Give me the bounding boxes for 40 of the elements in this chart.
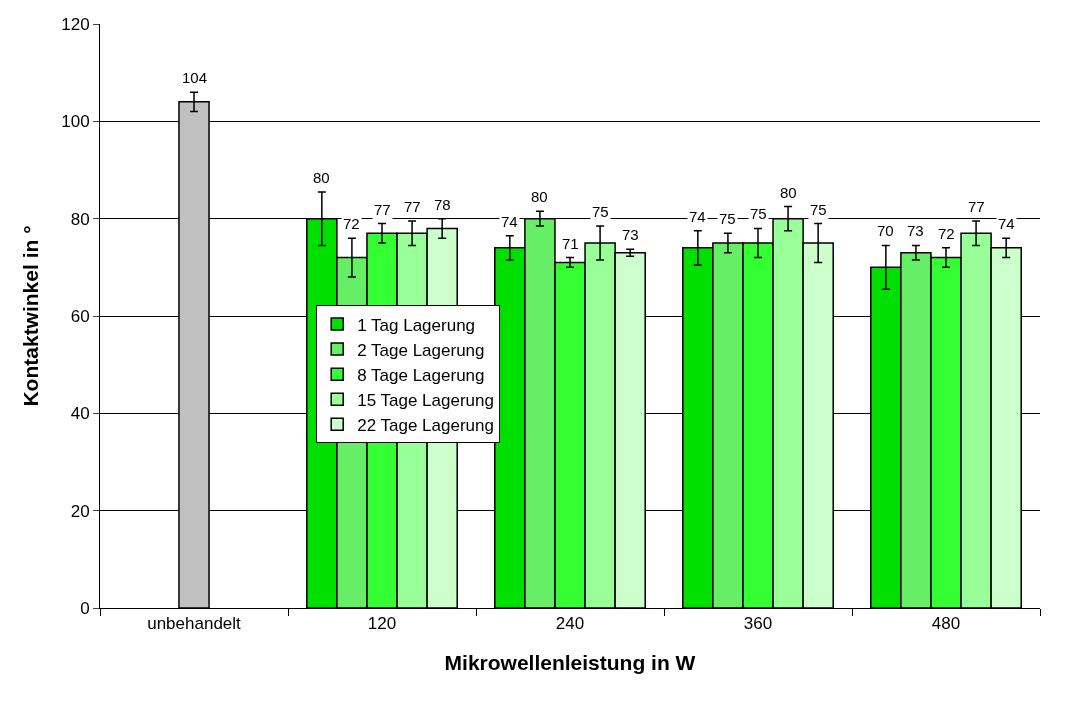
y-tick-label: 80 [70, 209, 90, 229]
legend-label: 22 Tage Lagerung [357, 415, 494, 435]
data-label: 77 [968, 198, 985, 215]
y-axis-title: Kontaktwinkel in ° [19, 225, 43, 407]
x-tick-label: 360 [743, 614, 773, 634]
data-label: 78 [434, 196, 451, 213]
data-label: 75 [810, 201, 827, 218]
y-tick-label: 0 [80, 598, 90, 618]
y-tick-label: 120 [61, 14, 90, 34]
data-label: 80 [780, 184, 797, 201]
data-label: 74 [689, 208, 706, 225]
y-tick-label: 20 [70, 501, 90, 521]
data-label: 77 [404, 198, 421, 215]
data-label: 74 [501, 213, 518, 230]
data-label: 71 [562, 235, 579, 252]
data-label: 73 [622, 226, 639, 243]
data-label: 72 [343, 215, 360, 232]
legend-label: 15 Tage Lagerung [357, 390, 494, 410]
data-label: 80 [313, 169, 330, 186]
data-label: 73 [907, 222, 924, 239]
x-tick-label: 240 [555, 614, 585, 634]
data-label: 80 [531, 188, 548, 205]
data-label: 70 [877, 222, 894, 239]
data-label: 75 [592, 203, 609, 220]
x-tick-label: unbehandelt [147, 614, 242, 634]
data-label: 72 [938, 225, 955, 242]
legend-label: 1 Tag Lagerung [357, 315, 476, 335]
x-tick-label: 480 [931, 614, 961, 634]
data-label: 77 [374, 201, 391, 218]
x-axis-title: Mikrowellenleistung in W [444, 650, 696, 674]
legend-label: 2 Tage Lagerung [357, 340, 485, 360]
y-tick-label: 100 [61, 112, 90, 132]
y-tick-label: 40 [70, 404, 90, 424]
legend-label: 8 Tage Lagerung [357, 365, 485, 385]
data-label: 104 [182, 69, 208, 86]
y-tick-label: 60 [70, 306, 90, 326]
data-label: 75 [719, 210, 736, 227]
x-tick-label: 120 [367, 614, 397, 634]
data-label: 74 [998, 215, 1015, 232]
data-label: 75 [750, 205, 767, 222]
